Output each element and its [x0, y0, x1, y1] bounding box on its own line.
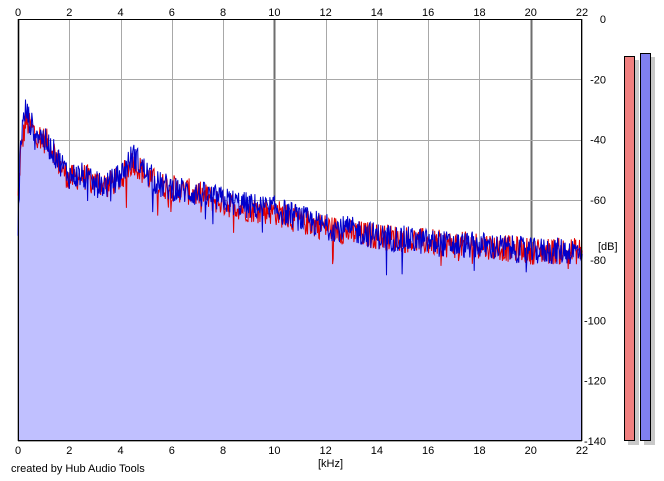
y-tick-label: -80: [590, 255, 606, 267]
x-tick-label-bottom: 4: [117, 445, 123, 457]
spectrum-line-2: [17, 99, 583, 276]
x-tick-label-bottom: 8: [220, 445, 226, 457]
x-tick-label-top: 6: [169, 7, 175, 19]
y-tick-label: 0: [600, 14, 606, 26]
x-tick-label-top: 4: [117, 7, 123, 19]
spectrum-series: [17, 99, 583, 276]
y-tick-label: -120: [584, 376, 606, 388]
credit-text: created by Hub Audio Tools: [11, 463, 145, 475]
x-tick-label-top: 2: [66, 7, 72, 19]
x-tick-label-top: 18: [473, 7, 485, 19]
x-tick-label-bottom: 10: [268, 445, 280, 457]
x-tick-label-bottom: 14: [371, 445, 383, 457]
spectrum-area-fill: [18, 99, 582, 441]
x-tick-label-top: 12: [320, 7, 332, 19]
x-tick-label-top: 22: [576, 7, 588, 19]
x-tick-label-bottom: 6: [169, 445, 175, 457]
x-tick-label-top: 14: [371, 7, 383, 19]
x-axis-label: [kHz]: [318, 458, 344, 470]
x-tick-labels-bottom: 0 2 4 6 8 10 12 14 16 18 20 22: [15, 445, 588, 457]
x-tick-label-top: 16: [422, 7, 434, 19]
level-meter-2: [640, 53, 651, 441]
y-tick-label: -20: [590, 74, 606, 86]
x-tick-label-bottom: 16: [422, 445, 434, 457]
x-tick-label-top: 20: [525, 7, 537, 19]
level-meter-1: [624, 56, 635, 441]
plot-frame: [18, 19, 582, 441]
x-tick-label-bottom: 18: [473, 445, 485, 457]
y-tick-label: -60: [590, 195, 606, 207]
x-tick-label-bottom: 0: [15, 445, 21, 457]
x-tick-label-bottom: 20: [525, 445, 537, 457]
y-axis-label: [dB]: [598, 241, 618, 253]
x-tick-label-top: 10: [268, 7, 280, 19]
x-tick-label-bottom: 12: [320, 445, 332, 457]
y-tick-label: -100: [584, 315, 606, 327]
x-tick-label-top: 8: [220, 7, 226, 19]
y-tick-label: -140: [584, 436, 606, 448]
x-tick-label-bottom: 2: [66, 445, 72, 457]
x-tick-label-bottom: 22: [576, 445, 588, 457]
x-tick-label-top: 0: [15, 7, 21, 19]
y-tick-label: -40: [590, 135, 606, 147]
y-tick-labels: 0 -20 -40 -60 -80 -100 -120 -140: [584, 14, 606, 448]
x-tick-labels-top: 0 2 4 6 8 10 12 14 16 18 20 22: [15, 7, 588, 19]
